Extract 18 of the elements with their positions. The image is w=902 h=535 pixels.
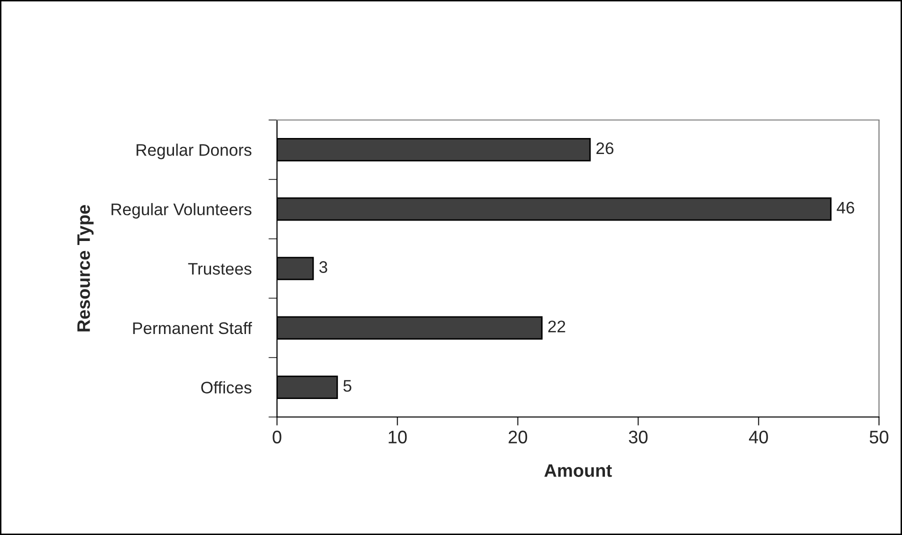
y-tick-label: Regular Volunteers — [112, 203, 252, 219]
y-tick-label: Trustees — [188, 263, 252, 275]
x-axis-title: Amount — [544, 464, 612, 477]
data-label: 26 — [596, 142, 614, 154]
y-axis-title: Resource Type — [77, 205, 94, 332]
x-tick-label: 20 — [508, 430, 528, 444]
x-tick-label: 10 — [388, 430, 407, 444]
x-tick-label: 50 — [870, 430, 888, 444]
y-tick-label: Offices — [201, 381, 252, 394]
y-tick-label: Permanent Staff — [133, 322, 252, 334]
data-label: 46 — [836, 202, 854, 214]
y-tick-label: Regular Donors — [136, 144, 252, 160]
x-tick-label: 40 — [748, 430, 768, 444]
data-label: 22 — [548, 320, 566, 332]
x-tick-label: 30 — [628, 430, 648, 444]
data-label: 5 — [343, 380, 352, 392]
x-tick-label: 0 — [272, 430, 282, 444]
data-label: 3 — [319, 261, 328, 273]
